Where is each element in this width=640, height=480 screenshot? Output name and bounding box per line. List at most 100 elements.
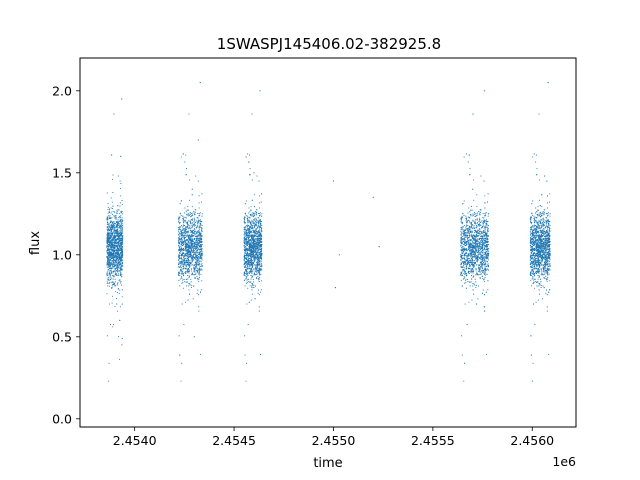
data-point xyxy=(178,249,180,251)
data-point xyxy=(108,229,110,231)
data-point xyxy=(246,241,248,244)
data-point xyxy=(246,277,248,279)
data-point xyxy=(248,237,250,239)
data-point xyxy=(190,278,192,280)
data-point xyxy=(194,267,196,269)
data-point xyxy=(117,212,119,214)
data-point xyxy=(116,246,118,248)
data-point xyxy=(250,241,252,243)
data-point xyxy=(184,219,186,221)
data-point xyxy=(116,238,118,240)
data-point xyxy=(119,261,121,263)
data-point xyxy=(194,242,196,244)
data-point xyxy=(250,227,252,229)
data-point xyxy=(191,223,193,225)
data-point xyxy=(120,227,122,229)
data-point xyxy=(246,253,248,255)
data-point xyxy=(180,225,183,227)
data-point xyxy=(195,247,198,249)
data-point xyxy=(201,256,203,258)
data-point xyxy=(193,274,195,276)
data-point xyxy=(188,264,190,266)
data-point xyxy=(256,253,258,255)
data-point xyxy=(247,234,249,236)
data-point xyxy=(198,243,200,245)
data-point xyxy=(110,269,112,271)
data-point xyxy=(182,287,184,289)
data-point xyxy=(120,230,122,232)
data-point xyxy=(261,264,263,267)
data-point xyxy=(181,233,183,235)
data-point xyxy=(260,236,262,238)
data-point xyxy=(200,221,202,223)
data-point xyxy=(189,226,191,228)
data-point xyxy=(106,192,108,194)
data-point xyxy=(182,226,184,228)
data-point xyxy=(193,225,195,227)
data-point xyxy=(108,253,110,255)
data-point xyxy=(246,233,248,235)
data-point xyxy=(117,228,119,230)
data-point xyxy=(249,264,251,266)
data-point xyxy=(178,264,180,266)
data-point xyxy=(113,256,115,258)
data-point xyxy=(192,212,194,214)
data-point xyxy=(188,261,190,263)
data-point xyxy=(198,258,200,260)
data-point xyxy=(248,240,250,242)
data-point xyxy=(259,274,261,276)
data-point xyxy=(180,247,183,249)
data-point xyxy=(257,217,259,219)
data-point xyxy=(245,269,247,271)
data-point xyxy=(111,211,113,213)
data-point xyxy=(251,214,253,216)
data-point xyxy=(115,251,117,253)
data-point xyxy=(250,262,252,264)
data-point xyxy=(462,270,464,272)
data-point xyxy=(250,257,252,259)
data-point xyxy=(117,249,119,251)
data-point xyxy=(116,297,118,300)
data-point xyxy=(253,172,255,174)
data-point xyxy=(199,245,201,247)
data-point xyxy=(191,242,193,245)
data-point xyxy=(251,269,253,271)
data-point xyxy=(110,236,112,238)
data-point xyxy=(122,225,124,227)
data-point xyxy=(115,218,117,220)
data-point xyxy=(261,227,263,229)
data-point xyxy=(178,279,180,281)
data-point xyxy=(199,256,201,258)
data-point xyxy=(199,232,201,234)
data-point xyxy=(244,226,246,228)
data-point xyxy=(244,203,246,205)
data-point xyxy=(107,224,109,226)
data-point xyxy=(463,267,465,269)
data-point xyxy=(107,249,109,251)
data-point xyxy=(119,248,121,250)
data-point xyxy=(259,266,262,268)
data-point xyxy=(122,259,124,261)
data-point xyxy=(250,268,252,270)
data-point xyxy=(247,247,249,249)
data-point xyxy=(197,244,199,246)
data-point xyxy=(109,281,111,283)
data-point xyxy=(113,281,115,283)
data-point xyxy=(108,216,110,218)
data-point xyxy=(261,215,263,217)
data-point xyxy=(179,223,181,225)
data-point xyxy=(185,225,187,228)
data-point xyxy=(258,268,261,270)
data-point xyxy=(191,226,193,228)
data-point xyxy=(121,344,123,346)
data-point xyxy=(246,270,248,273)
data-point xyxy=(195,233,197,235)
data-point xyxy=(109,244,111,246)
data-point xyxy=(112,208,114,210)
data-point xyxy=(245,267,247,269)
data-point xyxy=(121,246,123,249)
data-point xyxy=(185,264,187,266)
data-point xyxy=(254,256,256,258)
data-point xyxy=(462,228,464,230)
data-point xyxy=(246,228,248,230)
